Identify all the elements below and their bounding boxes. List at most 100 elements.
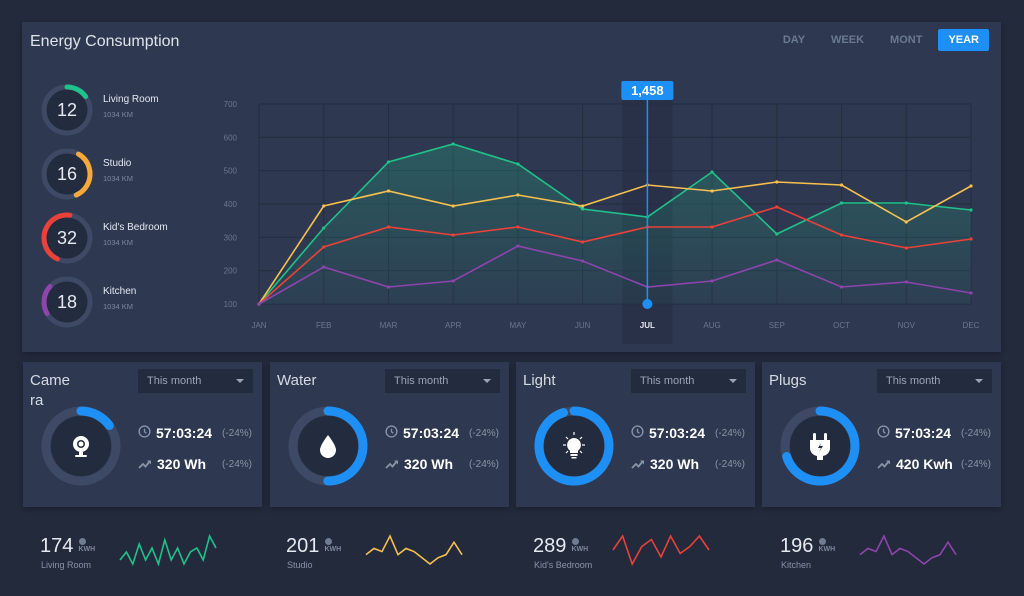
time-change: (-24%) bbox=[714, 427, 745, 439]
data-point[interactable] bbox=[451, 204, 455, 208]
usage-ring-progress bbox=[288, 406, 368, 486]
data-point[interactable] bbox=[386, 160, 391, 164]
tab-month[interactable]: MONT bbox=[890, 34, 923, 46]
room-item[interactable]: 16 Studio 1034 KM bbox=[40, 147, 220, 201]
summary-value: 174 bbox=[40, 535, 74, 557]
data-point[interactable] bbox=[904, 220, 908, 224]
data-point[interactable] bbox=[969, 184, 973, 188]
room-value: 18 bbox=[56, 292, 78, 312]
time-stat: 57:03:24 (-24%) bbox=[385, 425, 505, 441]
time-value: 57:03:24 bbox=[649, 425, 706, 441]
summary-unit: KWH bbox=[818, 546, 836, 553]
data-point[interactable] bbox=[839, 183, 844, 187]
series-area bbox=[259, 144, 971, 304]
y-tick-label: 700 bbox=[224, 100, 238, 109]
x-tick-label: OCT bbox=[833, 321, 850, 330]
data-point[interactable] bbox=[710, 170, 714, 174]
data-point[interactable] bbox=[969, 208, 973, 212]
usage-ring-progress bbox=[534, 406, 614, 486]
summary-label: Kitchen bbox=[781, 560, 812, 570]
data-point[interactable] bbox=[451, 279, 455, 283]
data-point[interactable] bbox=[839, 285, 844, 289]
data-point[interactable] bbox=[904, 201, 908, 205]
energy-stat: 320 Wh (-24%) bbox=[138, 456, 258, 472]
data-point[interactable] bbox=[451, 142, 455, 146]
data-point[interactable] bbox=[581, 207, 585, 211]
time-stat: 57:03:24 (-24%) bbox=[631, 425, 751, 441]
data-point[interactable] bbox=[710, 225, 714, 229]
status-dot bbox=[324, 538, 332, 545]
time-stat: 57:03:24 (-24%) bbox=[138, 425, 258, 441]
x-tick-label: APR bbox=[445, 321, 462, 330]
data-point[interactable] bbox=[904, 246, 908, 250]
data-point[interactable] bbox=[839, 233, 844, 237]
room-distance: 1034 KM bbox=[103, 238, 134, 247]
caret-down-icon bbox=[729, 379, 737, 383]
data-point[interactable] bbox=[775, 180, 779, 184]
y-tick-label: 600 bbox=[224, 133, 238, 142]
plug-icon bbox=[800, 426, 840, 466]
dropdown-value: This month bbox=[886, 375, 941, 387]
data-point[interactable] bbox=[386, 189, 391, 193]
period-dropdown[interactable]: This month bbox=[877, 369, 992, 393]
data-point[interactable] bbox=[322, 204, 326, 208]
data-point[interactable] bbox=[969, 237, 973, 241]
period-dropdown[interactable]: This month bbox=[385, 369, 500, 393]
energy-change: (-24%) bbox=[960, 458, 991, 470]
y-tick-label: 100 bbox=[224, 300, 238, 309]
room-item[interactable]: 12 Living Room 1034 KM bbox=[40, 83, 220, 137]
room-item[interactable]: 18 Kitchen 1034 KM bbox=[40, 275, 220, 329]
room-ring-progress bbox=[41, 148, 93, 200]
room-value: 16 bbox=[56, 164, 78, 184]
period-dropdown[interactable]: This month bbox=[631, 369, 746, 393]
caret-down-icon bbox=[236, 379, 244, 383]
data-point[interactable] bbox=[516, 244, 520, 248]
data-point[interactable] bbox=[775, 205, 779, 209]
data-point[interactable] bbox=[581, 240, 585, 244]
summary-label: Kid's Bedroom bbox=[534, 560, 593, 570]
data-point[interactable] bbox=[386, 225, 391, 229]
data-point[interactable] bbox=[775, 258, 779, 262]
energy-value: 320 Wh bbox=[650, 456, 700, 472]
usage-ring-progress bbox=[780, 406, 860, 486]
data-point[interactable] bbox=[322, 265, 326, 269]
data-point[interactable] bbox=[581, 204, 585, 208]
data-point[interactable] bbox=[775, 232, 779, 236]
data-point[interactable] bbox=[839, 201, 844, 205]
time-change: (-24%) bbox=[960, 427, 991, 439]
tab-week[interactable]: WEEK bbox=[831, 34, 865, 46]
data-point[interactable] bbox=[257, 302, 261, 306]
highlight-handle[interactable] bbox=[642, 299, 653, 309]
data-point[interactable] bbox=[904, 280, 908, 284]
room-name: Kid's Bedroom bbox=[103, 222, 168, 233]
value-tooltip bbox=[621, 81, 674, 100]
x-tick-label: MAR bbox=[380, 321, 398, 330]
data-point[interactable] bbox=[516, 162, 520, 166]
data-point[interactable] bbox=[710, 279, 714, 283]
data-point[interactable] bbox=[516, 193, 520, 197]
room-value: 32 bbox=[56, 228, 78, 248]
period-dropdown[interactable]: This month bbox=[138, 369, 253, 393]
data-point[interactable] bbox=[516, 225, 520, 229]
time-change: (-24%) bbox=[221, 427, 252, 439]
x-tick-label: JUN bbox=[575, 321, 591, 330]
series-line-2 bbox=[258, 206, 972, 305]
data-point[interactable] bbox=[451, 233, 455, 237]
energy-value: 320 Wh bbox=[404, 456, 454, 472]
data-point[interactable] bbox=[710, 189, 714, 193]
tab-day[interactable]: DAY bbox=[782, 34, 806, 46]
y-tick-label: 300 bbox=[224, 233, 238, 242]
data-point[interactable] bbox=[322, 245, 326, 249]
data-point[interactable] bbox=[322, 226, 326, 230]
room-ring bbox=[41, 84, 93, 136]
data-point[interactable] bbox=[581, 259, 585, 263]
x-tick-label: JAN bbox=[251, 321, 266, 330]
room-item[interactable]: 32 Kid's Bedroom 1034 KM bbox=[40, 211, 220, 265]
x-tick-label: AUG bbox=[703, 321, 720, 330]
tab-year[interactable]: YEAR bbox=[938, 29, 989, 51]
data-point[interactable] bbox=[386, 285, 391, 289]
status-dot bbox=[571, 538, 579, 545]
card-title: Plugs bbox=[769, 372, 807, 389]
data-point[interactable] bbox=[969, 291, 973, 295]
summary-value: 289 bbox=[533, 535, 567, 557]
